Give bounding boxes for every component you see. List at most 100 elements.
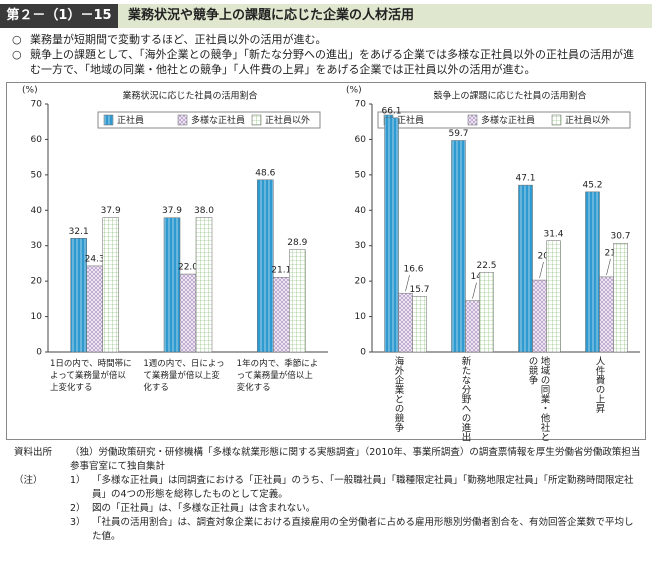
source-row: 資料出所 （独）労働政策研究・研修機構「多様な就業形態に関する実態調査」（2010… [14, 446, 642, 474]
value-label: 30.7 [610, 232, 630, 242]
label-arrow [472, 282, 477, 299]
bullet: ○ 業務量が短期間で変動するほど、正社員以外の活用が進む。 [12, 32, 642, 47]
bar [518, 184, 533, 353]
note-num: 1） [70, 475, 86, 486]
label-arrow [405, 275, 410, 292]
bar [412, 296, 427, 353]
legend-label: 正社員 [397, 114, 424, 126]
bar [479, 272, 494, 353]
bar [86, 265, 103, 353]
bar [532, 279, 547, 353]
y-tick-label: 40 [355, 206, 367, 216]
bullet-text: 競争上の課題として、「海外企業との競争」「新たな分野への進出」をあげる企業では多… [30, 48, 635, 76]
value-label: 21.1 [271, 266, 291, 276]
x-tick-label: 新たな分野への進出 [459, 356, 471, 442]
bar [163, 217, 181, 353]
value-label: 28.9 [287, 238, 307, 248]
value-label: 16.6 [403, 265, 423, 275]
x-tick-label: 人件費の上昇 [593, 356, 605, 413]
chart-subtitle: 業務状況に応じた社員の活用割合 [122, 90, 257, 102]
bar [257, 179, 274, 353]
label-arrow [606, 258, 611, 275]
legend-box [377, 111, 631, 129]
note-row: 3） 「社員の活用割合」は、調査対象企業における直接雇用の全労働者に占める雇用形態… [14, 516, 642, 544]
value-label: 15.7 [409, 285, 429, 295]
x-tick-label: 地域の同業・他社との競争 [526, 356, 550, 442]
note-row: 2） 図の「正社員」は、「多様な正社員」は含まれない。 [14, 502, 642, 516]
bar [289, 249, 306, 353]
legend-label: 多様な正社員 [481, 114, 535, 126]
bar [599, 276, 614, 353]
bar [384, 117, 399, 353]
legend-swatch [103, 114, 114, 126]
bar [451, 140, 466, 353]
chart-subtitle: 競争上の課題に応じた社員の活用割合 [433, 90, 586, 102]
bullet-text: 業務量が短期間で変動するほど、正社員以外の活用が進む。 [30, 33, 327, 46]
bar [179, 273, 197, 353]
value-label: 47.1 [515, 174, 535, 184]
note-row: （注） 1） 「多様な正社員」は同調査における「正社員」のうち、「一般職社員」「職種… [14, 474, 642, 502]
bar [546, 240, 561, 353]
source-text: （独）労働政策研究・研修機構「多様な就業形態に関する実態調査」（2010年、事業… [70, 447, 641, 472]
value-label: 38.0 [194, 206, 214, 216]
x-tick-label: 海外企業との競争 [392, 356, 404, 432]
value-label: 66.1 [381, 106, 401, 116]
note-num: 3） [70, 517, 86, 528]
bar [273, 276, 290, 353]
note-label [14, 516, 70, 544]
label-arrow [539, 262, 544, 279]
y-tick-label: 60 [355, 135, 367, 145]
y-tick-label: 50 [31, 170, 43, 180]
value-label: 32.1 [69, 227, 89, 237]
x-tick-label: 1日の内で、時間帯によって業務量が倍以上変化する [50, 359, 132, 393]
y-tick-label: 10 [31, 312, 43, 322]
value-label: 22.5 [476, 261, 496, 271]
legend-box [97, 111, 321, 129]
y-axis-label: (%) [346, 86, 362, 96]
y-tick-label: 40 [31, 206, 43, 216]
bullet: ○ 競争上の課題として、「海外企業との競争」「新たな分野への進出」をあげる企業では… [12, 47, 642, 77]
bar [613, 242, 628, 353]
x-tick-label: 1年の内で、季節によって業務量が倍以上変化する [236, 359, 319, 393]
source-label: 資料出所 [14, 447, 53, 458]
y-tick-label: 30 [31, 241, 43, 251]
legend-swatch [551, 114, 562, 126]
legend-swatch [467, 114, 478, 126]
note-label: （注） [14, 475, 43, 486]
note-text: 図の「正社員」は、「多様な正社員」は含まれない。 [92, 503, 316, 514]
bullet-mark: ○ [12, 33, 22, 46]
value-label: 31.4 [543, 229, 563, 239]
legend-swatch [251, 114, 262, 126]
y-tick-label: 70 [355, 100, 367, 110]
legend-label: 多様な正社員 [191, 114, 245, 126]
bullet-mark: ○ [12, 48, 22, 61]
value-label: 37.9 [162, 206, 182, 216]
y-tick-label: 70 [31, 100, 43, 110]
bar [195, 217, 213, 353]
bar [102, 217, 119, 353]
y-axis-label: (%) [22, 86, 38, 96]
figure-title: 業務状況や競争上の課題に応じた企業の人材活用 [128, 8, 415, 23]
notes: 資料出所 （独）労働政策研究・研修機構「多様な就業形態に関する実態調査」（2010… [14, 446, 642, 544]
legend-swatch [177, 114, 188, 126]
x-tick-label: 1週の内で、日によって業務量が倍以上変化する [143, 359, 225, 393]
bar [465, 300, 480, 353]
bar [585, 191, 600, 353]
bullets: ○ 業務量が短期間で変動するほど、正社員以外の活用が進む。 ○ 競争上の課題として、「… [12, 32, 642, 77]
value-label: 45.2 [582, 180, 602, 190]
y-tick-label: 60 [31, 135, 43, 145]
chart-frame [6, 82, 646, 440]
y-tick-label: 0 [360, 348, 366, 358]
note-label [14, 502, 70, 516]
y-tick-label: 10 [355, 312, 367, 322]
note-text: 「社員の活用割合」は、調査対象企業における直接雇用の全労働者に占める雇用形態別労… [92, 517, 634, 542]
value-label: 48.6 [255, 168, 275, 178]
figure-number: 第２－（1）－15図 [0, 4, 118, 47]
value-label: 59.7 [448, 129, 468, 139]
note-text: 「多様な正社員」は同調査における「正社員」のうち、「一般職社員」「職種限定社員」… [92, 475, 634, 500]
y-tick-label: 20 [31, 277, 43, 287]
y-tick-label: 20 [355, 277, 367, 287]
legend-label: 正社員以外 [265, 114, 310, 126]
legend-label: 正社員 [117, 114, 144, 126]
